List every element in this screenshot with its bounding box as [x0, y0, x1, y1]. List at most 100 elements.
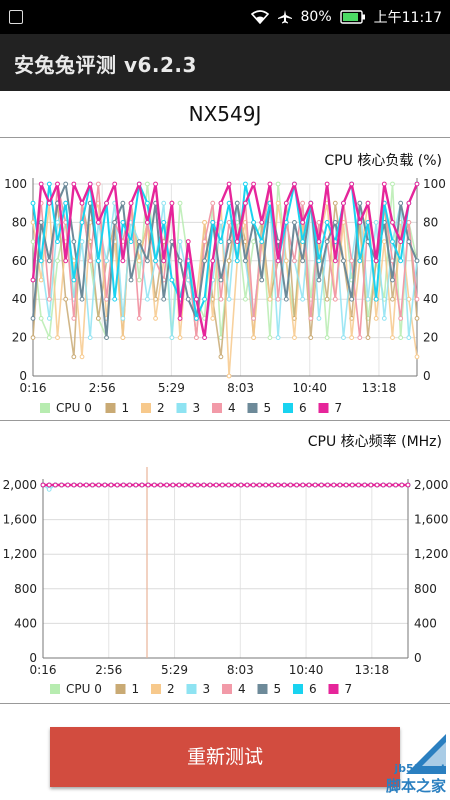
- data-point: [55, 181, 60, 187]
- data-point: [406, 296, 412, 302]
- legend-label: 6: [309, 682, 317, 696]
- data-point: [316, 277, 322, 283]
- data-point: [46, 296, 52, 302]
- data-point: [343, 482, 349, 488]
- data-point: [202, 220, 207, 225]
- y-tick-label-left: 0: [19, 369, 27, 383]
- data-point: [316, 316, 322, 321]
- y-tick-label-left: 400: [14, 616, 37, 630]
- legend-swatch: [283, 403, 293, 413]
- y-tick-label-left: 1,200: [3, 547, 37, 561]
- data-point: [170, 482, 176, 488]
- data-point: [189, 482, 194, 488]
- data-point: [104, 200, 109, 206]
- data-point: [30, 277, 36, 283]
- y-tick-label-right: 40: [423, 292, 438, 306]
- legend-label: 7: [335, 401, 343, 415]
- data-point: [153, 316, 158, 321]
- data-point: [40, 482, 46, 488]
- data-point: [269, 482, 275, 488]
- watermark-site: jb51.net: [394, 762, 446, 775]
- data-point: [373, 220, 379, 225]
- data-point: [218, 296, 224, 302]
- data-point: [144, 200, 150, 206]
- data-point: [414, 316, 420, 321]
- data-point: [38, 181, 44, 187]
- data-point: [158, 482, 163, 488]
- data-point: [300, 239, 306, 244]
- data-point: [114, 482, 120, 488]
- data-point: [218, 200, 224, 206]
- airplane-mode-icon: [277, 10, 292, 24]
- data-point: [136, 181, 142, 187]
- battery-icon: [339, 10, 365, 24]
- y-tick-label-left: 20: [12, 331, 27, 345]
- data-point: [332, 296, 338, 302]
- data-point: [120, 258, 126, 264]
- data-point: [324, 335, 330, 341]
- data-point: [226, 373, 232, 379]
- data-point: [356, 482, 361, 488]
- legend-swatch: [115, 684, 126, 694]
- data-point: [226, 220, 232, 225]
- data-point: [357, 200, 363, 206]
- data-point: [381, 239, 387, 244]
- data-point: [151, 482, 157, 488]
- data-point: [210, 316, 216, 321]
- data-point: [120, 316, 126, 321]
- data-point: [112, 181, 118, 187]
- data-point: [121, 482, 126, 488]
- legend-label: 1: [122, 401, 130, 415]
- data-point: [365, 200, 371, 206]
- data-point: [77, 482, 83, 488]
- watermark-name: 脚本之家: [385, 777, 446, 795]
- x-tick-label: 0:16: [30, 663, 57, 677]
- data-point: [406, 200, 412, 206]
- data-point: [144, 181, 150, 187]
- legend-swatch: [222, 684, 232, 694]
- data-point: [83, 482, 89, 488]
- data-point: [79, 354, 85, 360]
- data-point: [226, 239, 232, 244]
- data-point: [243, 258, 248, 264]
- data-point: [390, 239, 395, 244]
- x-tick-label: 13:18: [362, 381, 397, 395]
- legend-label: CPU 0: [66, 682, 102, 696]
- data-point: [79, 296, 85, 302]
- legend-swatch: [105, 403, 116, 413]
- x-tick-label: 13:18: [355, 663, 390, 677]
- data-point: [281, 482, 287, 488]
- legend-label: 3: [203, 682, 211, 696]
- data-point: [325, 482, 330, 488]
- data-point: [202, 296, 207, 302]
- cpu-freq-plot: 0:16 2:56 5:29 8:03 10:40 13:18 0 0 400 400 800 800…: [3, 467, 448, 696]
- retest-button[interactable]: 重新测试: [50, 727, 400, 787]
- legend-label: 5: [274, 682, 282, 696]
- legend-swatch: [212, 403, 222, 413]
- x-tick-label: 0:16: [20, 381, 47, 395]
- data-point: [46, 486, 52, 492]
- data-point: [218, 354, 224, 360]
- data-point: [349, 258, 355, 264]
- y-tick-label-left: 40: [12, 292, 27, 306]
- legend-label: 2: [167, 682, 175, 696]
- data-point: [210, 258, 216, 264]
- data-point: [300, 200, 306, 206]
- data-point: [145, 482, 151, 488]
- legend-swatch: [293, 684, 303, 694]
- series-line-6: [32, 183, 418, 320]
- data-point: [128, 239, 134, 244]
- data-point: [259, 220, 265, 225]
- data-point: [341, 200, 346, 206]
- data-point: [177, 239, 183, 244]
- data-point: [136, 316, 142, 321]
- data-point: [201, 482, 207, 488]
- data-point: [398, 316, 404, 321]
- data-point: [169, 277, 175, 283]
- data-point: [300, 258, 306, 264]
- app-title: 安兔兔评测 v6.2.3: [14, 53, 197, 77]
- data-point: [96, 482, 102, 488]
- data-point: [177, 316, 183, 321]
- x-tick-label: 2:56: [95, 663, 122, 677]
- clock: 上午11:17: [373, 10, 442, 26]
